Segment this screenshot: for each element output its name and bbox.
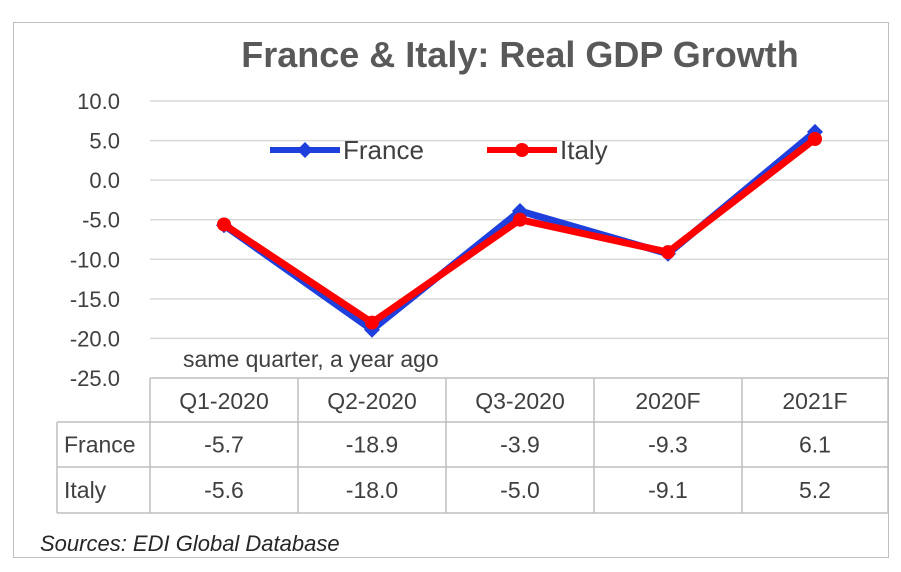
series-line-italy (222, 136, 818, 327)
table-cell: -5.0 (500, 477, 540, 503)
y-axis-ticks: 10.0 5.0 0.0 -5.0 -10.0 -15.0 -20.0 -25.0 (70, 89, 120, 391)
table-cell: -5.7 (204, 432, 244, 458)
x-category-label: 2020F (635, 388, 700, 414)
y-tick-label: 5.0 (89, 129, 120, 154)
data-point-marker (365, 315, 379, 330)
table-row-label: France (64, 432, 136, 458)
x-category-label: 2021F (782, 388, 847, 414)
table-cell: 6.1 (799, 432, 831, 458)
series-line-france (221, 129, 818, 334)
source-note: Sources: EDI Global Database (40, 531, 340, 556)
table-cell: -18.0 (346, 477, 398, 503)
table-cell: -3.9 (500, 432, 540, 458)
legend-label: Italy (560, 135, 608, 165)
x-category-label: Q3-2020 (475, 388, 565, 414)
table-cell: -9.3 (648, 432, 688, 458)
y-tick-label: 10.0 (77, 89, 120, 114)
y-tick-label: -15.0 (70, 287, 120, 312)
y-tick-label: -5.0 (82, 208, 120, 233)
legend: France Italy (270, 135, 608, 165)
legend-marker (297, 142, 313, 158)
data-point-marker (513, 212, 527, 227)
table-cell: -18.9 (346, 432, 398, 458)
table-cell: 5.2 (799, 477, 831, 503)
y-tick-label: -10.0 (70, 247, 120, 272)
chart-frame (13, 22, 889, 558)
series-lines (216, 123, 823, 338)
category-note: same quarter, a year ago (183, 346, 439, 372)
y-tick-label: -25.0 (70, 366, 120, 391)
table-row-label: Italy (64, 477, 107, 503)
legend-marker (515, 143, 529, 157)
data-table: same quarter, a year ago Q1-2020 Q2-2020 Q3… (56, 346, 889, 514)
data-point-marker (808, 131, 822, 146)
table-cell: -5.6 (204, 477, 244, 503)
data-point-marker (217, 217, 231, 232)
data-point-marker (661, 245, 675, 260)
y-tick-label: 0.0 (89, 168, 120, 193)
y-tick-label: -20.0 (70, 326, 120, 351)
chart-title: France & Italy: Real GDP Growth (241, 34, 799, 75)
table-cell: -9.1 (648, 477, 688, 503)
x-category-label: Q1-2020 (179, 388, 269, 414)
x-category-label: Q2-2020 (327, 388, 417, 414)
legend-label: France (343, 135, 424, 165)
